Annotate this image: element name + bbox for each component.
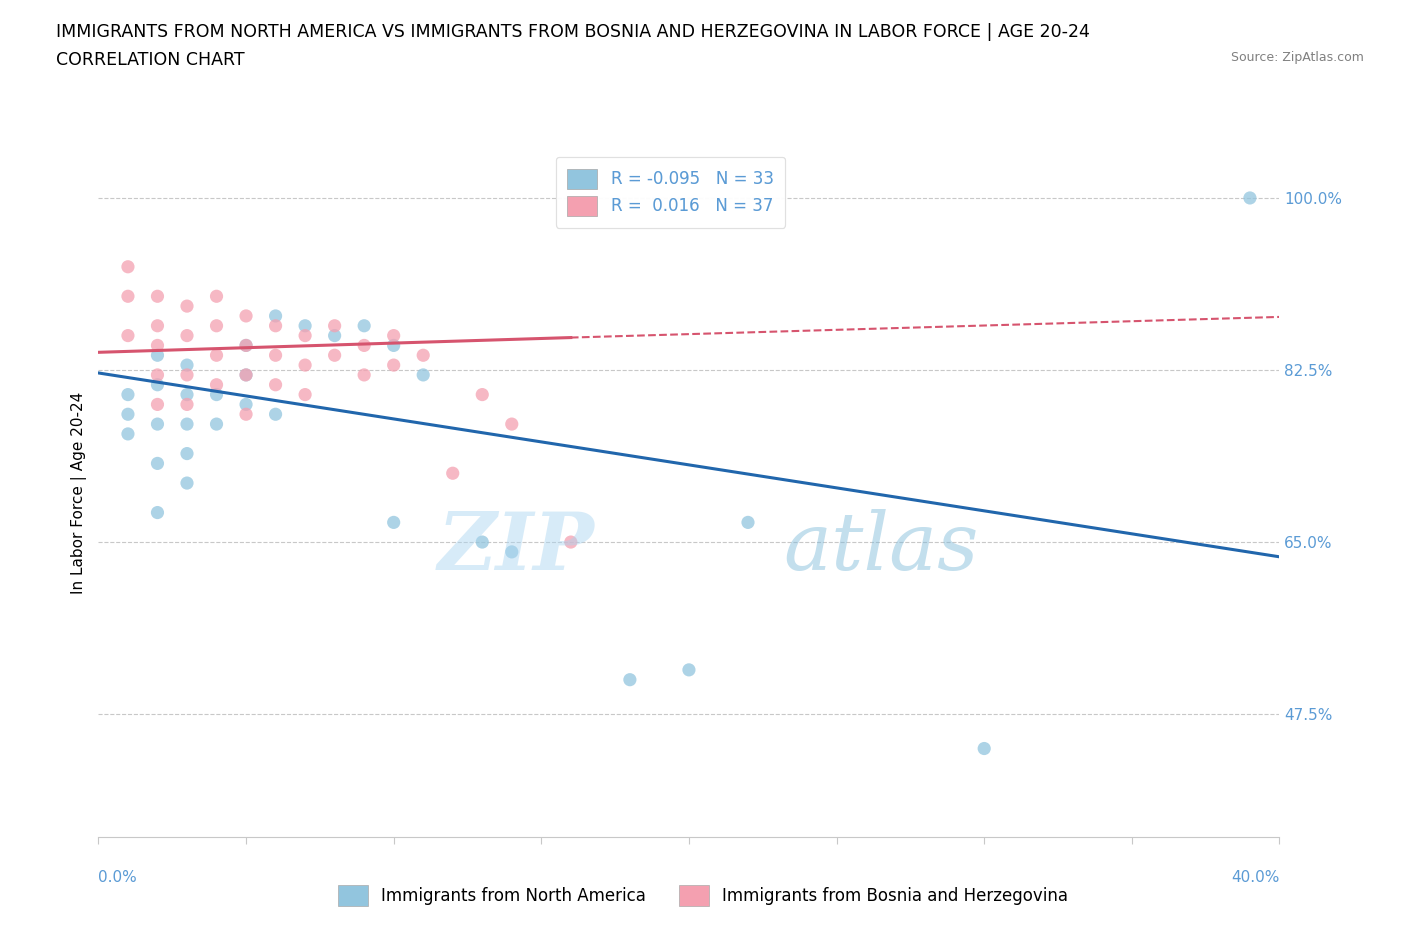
Point — [294, 318, 316, 333]
Point — [146, 456, 169, 471]
Point — [146, 505, 169, 520]
Point — [176, 417, 198, 432]
Point — [501, 417, 523, 432]
Point — [235, 367, 257, 382]
Point — [146, 289, 169, 304]
Text: ZIP: ZIP — [437, 510, 595, 587]
Point — [176, 475, 198, 490]
Text: IMMIGRANTS FROM NORTH AMERICA VS IMMIGRANTS FROM BOSNIA AND HERZEGOVINA IN LABOR: IMMIGRANTS FROM NORTH AMERICA VS IMMIGRA… — [56, 23, 1090, 41]
Point — [973, 741, 995, 756]
Point — [501, 544, 523, 559]
Legend: Immigrants from North America, Immigrants from Bosnia and Herzegovina: Immigrants from North America, Immigrant… — [330, 879, 1076, 912]
Point — [205, 289, 228, 304]
Point — [382, 515, 405, 530]
Point — [146, 348, 169, 363]
Point — [205, 417, 228, 432]
Point — [205, 318, 228, 333]
Point — [353, 367, 375, 382]
Point — [176, 387, 198, 402]
Point — [264, 318, 287, 333]
Point — [1239, 191, 1261, 206]
Point — [235, 338, 257, 352]
Point — [737, 515, 759, 530]
Point — [382, 338, 405, 352]
Text: 0.0%: 0.0% — [98, 870, 138, 884]
Point — [441, 466, 464, 481]
Point — [353, 338, 375, 352]
Text: 40.0%: 40.0% — [1232, 870, 1279, 884]
Point — [146, 318, 169, 333]
Point — [117, 427, 139, 442]
Point — [412, 348, 434, 363]
Point — [471, 387, 494, 402]
Legend: R = -0.095   N = 33, R =  0.016   N = 37: R = -0.095 N = 33, R = 0.016 N = 37 — [555, 157, 785, 228]
Point — [412, 367, 434, 382]
Point — [205, 348, 228, 363]
Point — [323, 318, 346, 333]
Point — [294, 358, 316, 373]
Point — [619, 672, 641, 687]
Point — [146, 338, 169, 352]
Point — [176, 367, 198, 382]
Point — [205, 387, 228, 402]
Point — [117, 406, 139, 421]
Point — [678, 662, 700, 677]
Text: CORRELATION CHART: CORRELATION CHART — [56, 51, 245, 69]
Point — [353, 318, 375, 333]
Point — [560, 535, 582, 550]
Point — [146, 378, 169, 392]
Point — [264, 309, 287, 324]
Text: atlas: atlas — [783, 510, 979, 587]
Point — [117, 387, 139, 402]
Point — [323, 348, 346, 363]
Point — [176, 397, 198, 412]
Point — [176, 328, 198, 343]
Text: Source: ZipAtlas.com: Source: ZipAtlas.com — [1230, 51, 1364, 64]
Point — [235, 397, 257, 412]
Point — [294, 328, 316, 343]
Point — [323, 328, 346, 343]
Point — [382, 328, 405, 343]
Point — [146, 367, 169, 382]
Point — [205, 378, 228, 392]
Point — [176, 446, 198, 461]
Point — [264, 378, 287, 392]
Point — [176, 299, 198, 313]
Point — [382, 358, 405, 373]
Point — [471, 535, 494, 550]
Point — [264, 348, 287, 363]
Y-axis label: In Labor Force | Age 20-24: In Labor Force | Age 20-24 — [72, 392, 87, 594]
Point — [117, 328, 139, 343]
Point — [146, 397, 169, 412]
Point — [235, 406, 257, 421]
Point — [117, 289, 139, 304]
Point — [117, 259, 139, 274]
Point — [235, 367, 257, 382]
Point — [294, 387, 316, 402]
Point — [235, 338, 257, 352]
Point — [176, 358, 198, 373]
Point — [235, 309, 257, 324]
Point — [146, 417, 169, 432]
Point — [264, 406, 287, 421]
